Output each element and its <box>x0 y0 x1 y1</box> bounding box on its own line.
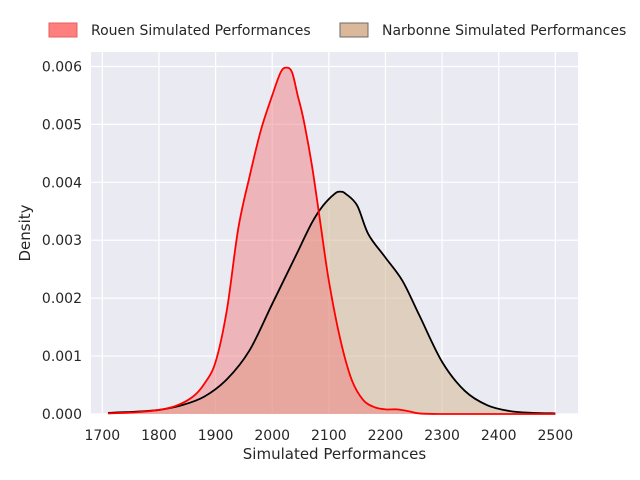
line-narbonne <box>107 190 556 415</box>
y-tick-label: 0.004 <box>42 175 82 191</box>
y-tick-label: 0.002 <box>42 291 82 307</box>
area-rouen <box>107 67 556 414</box>
density-lines <box>107 66 556 415</box>
y-tick-label: 0.000 <box>42 407 82 423</box>
x-tick-label: 2500 <box>538 428 574 444</box>
legend-label-rouen: Rouen Simulated Performances <box>91 23 311 39</box>
density-areas <box>107 67 556 414</box>
x-tick-label: 2400 <box>481 428 517 444</box>
legend-label-narbonne: Narbonne Simulated Performances <box>382 23 626 39</box>
x-tick-label: 1900 <box>198 428 234 444</box>
y-tick-label: 0.001 <box>42 349 82 365</box>
line-rouen <box>107 66 556 415</box>
y-tick-label: 0.005 <box>42 117 82 133</box>
legend: Rouen Simulated Performances Narbonne Si… <box>48 22 626 39</box>
legend-swatch-narbonne <box>339 22 369 38</box>
y-axis-label: Density <box>16 204 34 261</box>
legend-swatch-rouen <box>48 22 78 38</box>
y-tick-label: 0.006 <box>42 59 82 75</box>
x-tick-label: 1700 <box>85 428 121 444</box>
y-tick-labels: 0.000 0.001 0.002 0.003 0.004 0.005 0.006 <box>42 59 82 423</box>
x-tick-label: 1800 <box>141 428 177 444</box>
x-tick-label: 2200 <box>368 428 404 444</box>
x-tick-label: 2300 <box>424 428 460 444</box>
y-tick-label: 0.003 <box>42 233 82 249</box>
x-axis-label: Simulated Performances <box>243 445 427 463</box>
x-tick-label: 2100 <box>311 428 347 444</box>
x-tick-labels: 1700 1800 1900 2000 2100 2200 2300 2400 2500 <box>85 428 574 444</box>
x-tick-label: 2000 <box>254 428 290 444</box>
